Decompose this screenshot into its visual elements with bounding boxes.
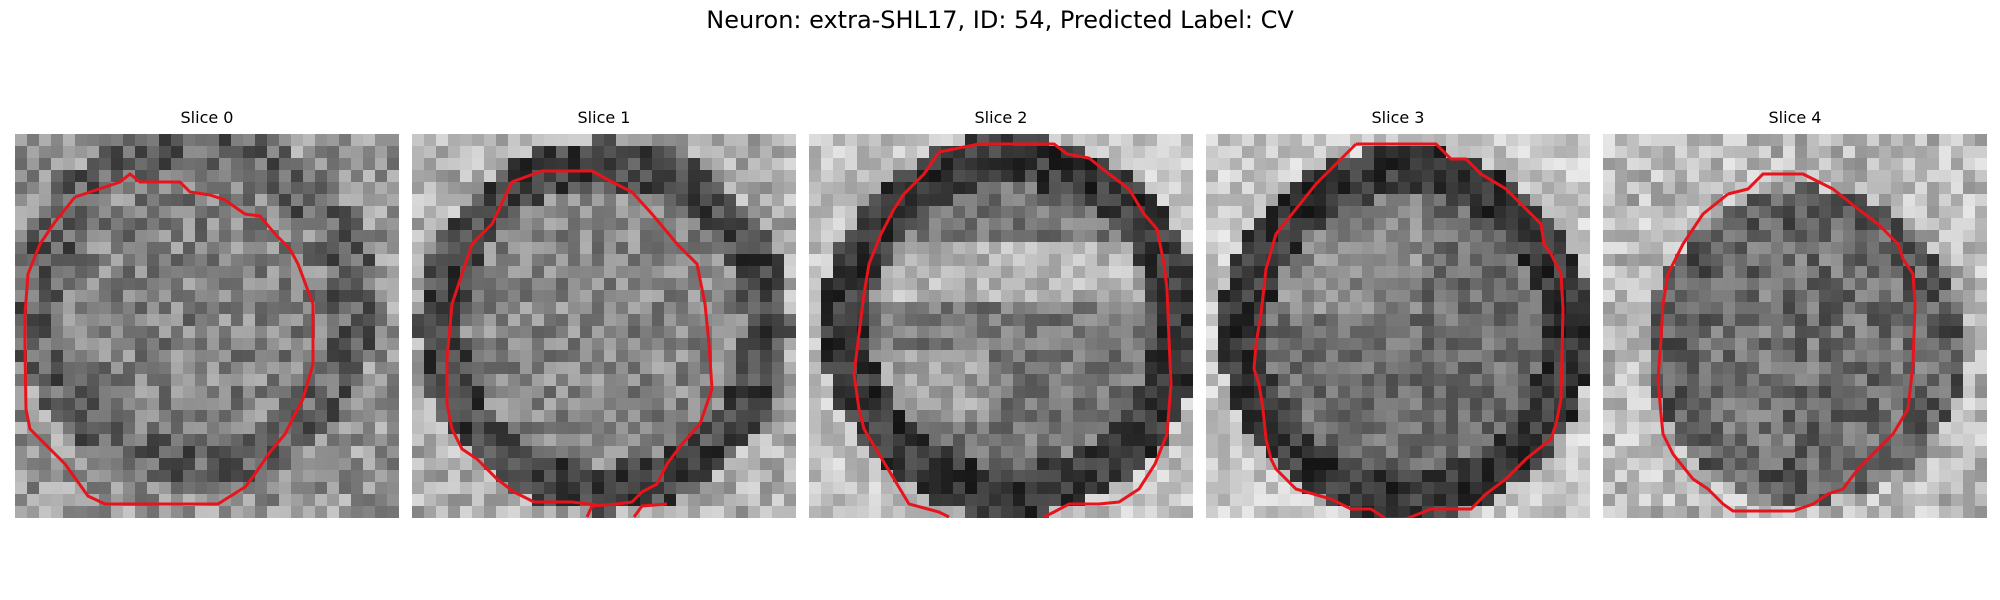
slice-title: Slice 4 — [1768, 108, 1822, 127]
slice-image-0 — [15, 134, 399, 518]
slice-image-4 — [1603, 134, 1987, 518]
slice-image-3 — [1206, 134, 1590, 518]
slice-image-1 — [412, 134, 796, 518]
slice-title: Slice 3 — [1371, 108, 1425, 127]
contour-outline — [632, 502, 668, 518]
contour-outline — [852, 151, 950, 518]
contour-outline — [445, 169, 714, 518]
contour-outline — [1252, 142, 1565, 518]
figure-title: Neuron: extra-SHL17, ID: 54, Predicted L… — [706, 6, 1294, 34]
contour-outline — [938, 142, 1173, 518]
slice-image-2 — [809, 134, 1193, 518]
slice-title: Slice 0 — [180, 108, 234, 127]
contour-outline — [23, 172, 315, 506]
contour-outline — [1656, 172, 1917, 513]
slice-title: Slice 1 — [577, 108, 631, 127]
slice-title: Slice 2 — [974, 108, 1028, 127]
